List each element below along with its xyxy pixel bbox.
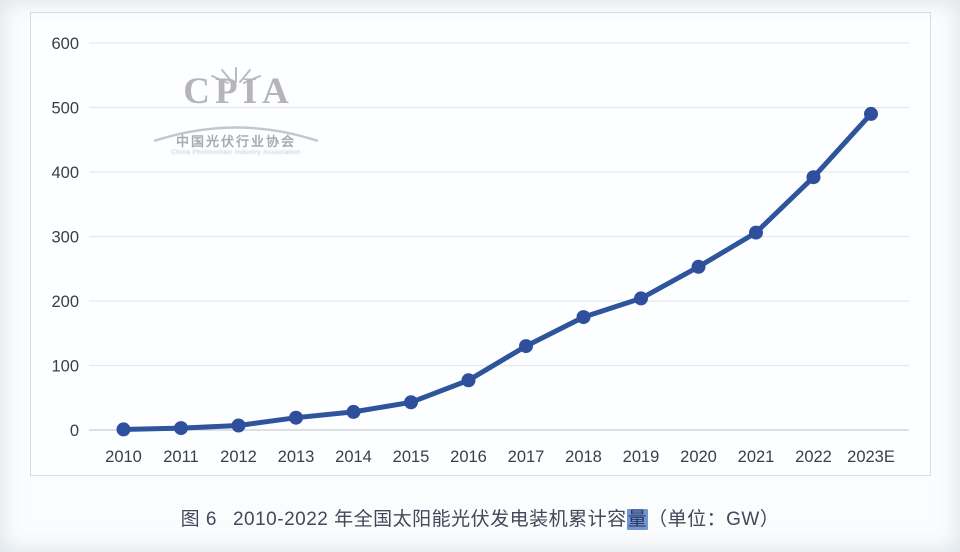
data-point xyxy=(749,225,763,240)
x-tick-label: 2021 xyxy=(738,448,775,466)
data-point xyxy=(634,291,648,306)
x-tick-label: 2015 xyxy=(393,448,430,466)
y-tick-label: 100 xyxy=(51,358,79,376)
x-tick-label: 2017 xyxy=(508,448,545,466)
data-line xyxy=(121,111,874,432)
data-point xyxy=(289,410,303,425)
chart-panel: 0 100 200 300 400 500 600 2010 2011 2012 2013 2014 2… xyxy=(30,12,931,476)
data-point xyxy=(519,339,533,354)
x-tick-label: 2019 xyxy=(623,448,660,466)
caption-unit: （单位：GW） xyxy=(648,509,780,530)
y-tick-label: 300 xyxy=(51,229,79,247)
figure-caption: 图 6 2010-2022 年全国太阳能光伏发电装机累计容量（单位：GW） xyxy=(0,504,960,531)
x-tick-label: 2020 xyxy=(680,448,717,466)
x-tick-label: 2022 xyxy=(795,448,832,466)
y-tick-label: 400 xyxy=(51,164,79,182)
y-tick-label: 200 xyxy=(51,293,79,311)
data-point xyxy=(174,421,188,436)
y-tick-label: 0 xyxy=(70,422,79,440)
data-point xyxy=(404,395,418,410)
data-point xyxy=(691,259,706,274)
x-tick-label: 2014 xyxy=(335,448,372,466)
x-tick-label: 2023E xyxy=(847,448,895,466)
x-tick-label: 2012 xyxy=(220,448,257,466)
x-tick-label: 2018 xyxy=(565,448,602,466)
x-tick-label: 2013 xyxy=(278,448,315,466)
x-tick-label: 2016 xyxy=(450,448,487,466)
y-tick-label: 600 xyxy=(51,35,79,53)
data-point xyxy=(864,106,878,121)
caption-highlight: 量 xyxy=(626,509,649,530)
data-point xyxy=(576,310,591,325)
y-tick-label: 500 xyxy=(51,100,79,118)
data-point xyxy=(461,373,476,388)
figure-number: 图 6 xyxy=(180,509,217,530)
data-point xyxy=(346,404,361,419)
data-point xyxy=(116,422,131,437)
data-point xyxy=(231,418,246,433)
x-tick-label: 2010 xyxy=(105,448,142,466)
x-tick-label: 2011 xyxy=(163,448,198,466)
line-chart: 0 100 200 300 400 500 600 2010 2011 2012 2013 2014 2… xyxy=(51,35,909,466)
data-point xyxy=(806,170,821,185)
caption-text: 2010-2022 年全国太阳能光伏发电装机累计容 xyxy=(232,509,627,530)
